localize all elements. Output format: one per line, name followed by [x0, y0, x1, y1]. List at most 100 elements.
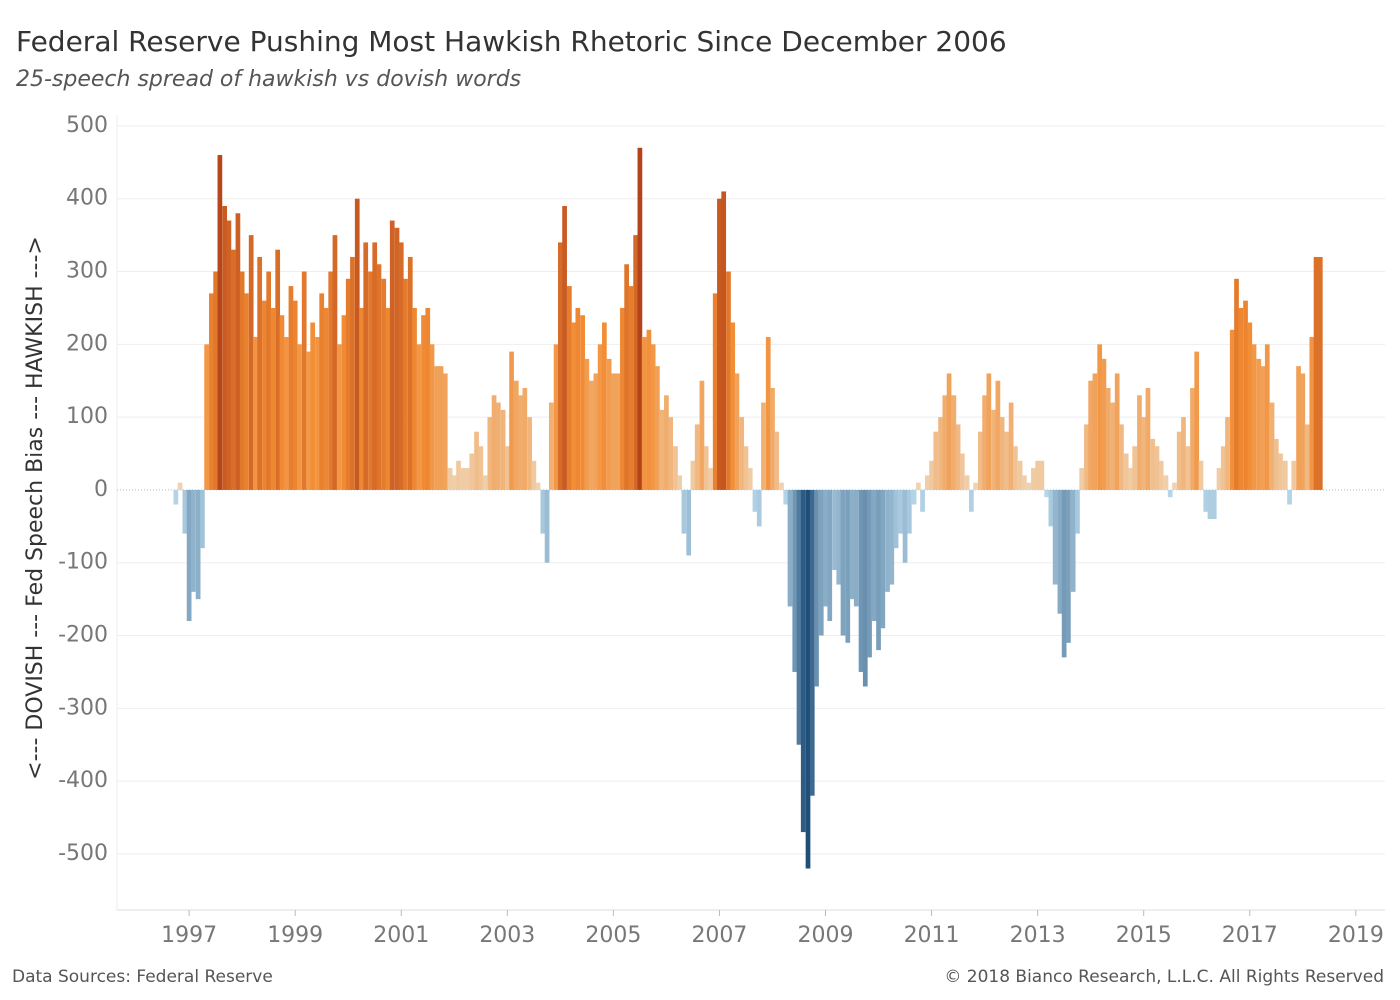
- bar: [1278, 453, 1283, 490]
- bar: [376, 264, 382, 490]
- bar: [1317, 256, 1323, 490]
- bar: [1163, 475, 1169, 490]
- bar: [991, 409, 996, 490]
- bar: [1287, 489, 1292, 505]
- bar: [588, 380, 594, 490]
- bar: [438, 366, 444, 490]
- bar: [1234, 278, 1239, 490]
- bar: [779, 482, 784, 490]
- bar: [978, 431, 983, 490]
- bar: [986, 373, 992, 490]
- source-note: Data Sources: Federal Reserve: [12, 967, 273, 987]
- bar: [730, 322, 736, 490]
- bar: [708, 468, 713, 490]
- bar: [620, 307, 625, 490]
- bar: [292, 300, 298, 490]
- x-tick-label: 2007: [691, 923, 747, 948]
- bar: [288, 286, 294, 490]
- bar: [836, 489, 842, 585]
- bar: [743, 446, 749, 490]
- bar: [389, 220, 395, 490]
- bar: [920, 489, 925, 512]
- y-axis-label: <--- DOVISH --- Fed Speech Bias --- HAWK…: [23, 236, 48, 780]
- bar: [840, 489, 846, 636]
- bar: [1150, 438, 1156, 490]
- bar: [602, 322, 607, 490]
- bar: [394, 227, 400, 490]
- bar: [906, 489, 912, 534]
- bar: [823, 489, 828, 607]
- bar: [1026, 482, 1031, 490]
- bar: [1048, 489, 1054, 527]
- bar: [1190, 388, 1195, 490]
- bar: [849, 489, 855, 600]
- bar: [319, 293, 325, 490]
- bar: [633, 235, 639, 490]
- y-tick-label: 300: [66, 259, 108, 284]
- bar: [1052, 489, 1058, 585]
- bar: [239, 271, 245, 490]
- bar: [796, 489, 802, 745]
- bar: [504, 446, 510, 490]
- y-tick-label: 0: [94, 477, 108, 502]
- bar: [368, 271, 373, 490]
- bar: [659, 409, 665, 490]
- bar: [999, 417, 1005, 490]
- bar: [297, 344, 302, 490]
- bar: [641, 337, 647, 490]
- y-tick-label: -500: [58, 841, 108, 866]
- bar: [845, 489, 851, 643]
- bar: [328, 271, 334, 490]
- bar: [593, 373, 599, 490]
- bar: [1013, 446, 1018, 490]
- bar: [664, 395, 669, 490]
- bar: [1291, 460, 1297, 490]
- bar: [1004, 431, 1010, 490]
- bar: [955, 424, 961, 490]
- bar: [562, 206, 567, 490]
- chart-subtitle: 25-speech spread of hawkish vs dovish wo…: [16, 67, 521, 92]
- bar: [628, 286, 634, 490]
- bar: [456, 460, 461, 490]
- bar: [173, 489, 179, 505]
- bar: [275, 249, 281, 490]
- bar: [306, 351, 311, 490]
- bar: [690, 460, 696, 490]
- bar: [1017, 460, 1023, 490]
- bar: [345, 278, 351, 490]
- bar: [191, 489, 196, 592]
- y-tick-label: 200: [66, 331, 108, 356]
- x-tick-label: 1997: [161, 923, 217, 948]
- bar: [1132, 446, 1138, 490]
- bar: [1097, 344, 1103, 490]
- bar: [805, 489, 811, 869]
- bar: [416, 344, 422, 490]
- bar: [315, 337, 320, 490]
- bar: [1088, 380, 1094, 490]
- bar: [1181, 417, 1186, 490]
- bar: [611, 373, 616, 490]
- bar: [818, 489, 824, 636]
- bar: [739, 417, 745, 490]
- x-tick-label: 2015: [1116, 923, 1172, 948]
- bar: [624, 264, 629, 490]
- bar: [235, 213, 241, 490]
- bar: [1172, 482, 1177, 490]
- bar: [1264, 344, 1270, 490]
- bar: [425, 307, 431, 490]
- bar: [606, 358, 612, 490]
- bar: [571, 322, 576, 490]
- bar: [244, 293, 249, 490]
- bar: [1128, 468, 1133, 490]
- bar: [230, 249, 236, 490]
- bar: [270, 307, 276, 490]
- bar: [1273, 438, 1279, 490]
- bar: [1296, 366, 1301, 490]
- bar: [756, 489, 762, 527]
- y-tick-label: -300: [58, 695, 108, 720]
- bar: [248, 235, 254, 490]
- bar: [1035, 460, 1040, 490]
- bar: [460, 468, 466, 490]
- bar: [686, 489, 692, 556]
- bar: [1282, 460, 1288, 490]
